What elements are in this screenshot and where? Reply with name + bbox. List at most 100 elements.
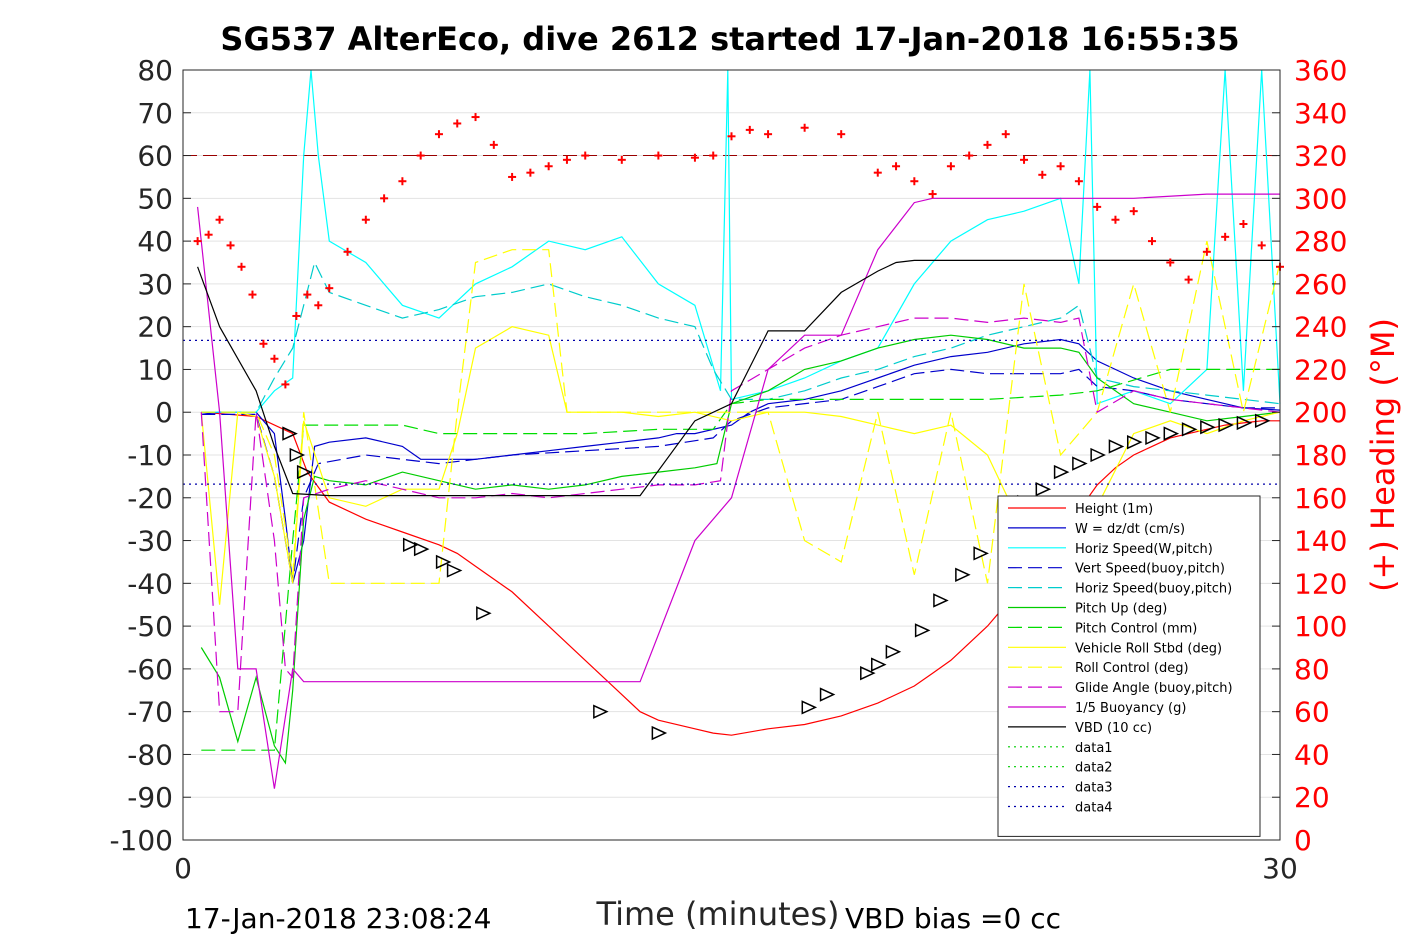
right-tick-label: 140: [1294, 525, 1347, 558]
heading-marker: [343, 247, 352, 256]
right-tick-label: 200: [1294, 396, 1347, 429]
right-tick-label: 260: [1294, 268, 1347, 301]
right-tick-label: 40: [1294, 738, 1330, 771]
depth-marker: [860, 665, 876, 681]
heading-marker: [1184, 275, 1193, 284]
heading-marker: [617, 155, 626, 164]
legend-label: W = dz/dt (cm/s): [1075, 522, 1185, 537]
heading-marker: [453, 119, 462, 128]
heading-marker: [237, 262, 246, 271]
y-tick-label: 10: [137, 353, 173, 386]
heading-marker: [764, 130, 773, 139]
depth-marker: [973, 546, 989, 561]
series-line-2: [201, 69, 1281, 413]
x-tick-label: 0: [174, 852, 192, 885]
heading-marker: [1257, 241, 1266, 250]
depth-marker: [651, 725, 668, 741]
legend-label: VBD (10 cc): [1075, 721, 1152, 736]
legend-label: Vert Speed(buoy,pitch): [1075, 562, 1225, 577]
x-tick-label: 30: [1262, 852, 1298, 885]
heading-marker: [544, 162, 553, 171]
footer-vbd-bias: VBD bias =0 cc: [845, 902, 1061, 935]
y-tick-label: -50: [127, 610, 173, 643]
y-tick-label: -20: [127, 482, 173, 515]
heading-marker: [1056, 162, 1065, 171]
legend-label: Glide Angle (buoy,pitch): [1075, 681, 1233, 696]
legend-label: data2: [1075, 761, 1113, 776]
heading-marker: [292, 311, 301, 320]
y-tick-label: 40: [137, 225, 173, 258]
depth-marker: [289, 447, 306, 463]
heading-marker: [654, 151, 663, 160]
right-tick-label: 160: [1294, 482, 1347, 515]
heading-marker: [526, 168, 535, 177]
depth-marker: [801, 700, 818, 715]
depth-marker: [1163, 426, 1180, 441]
y-tick-label: 0: [155, 396, 173, 429]
depth-marker: [1072, 456, 1088, 471]
right-tick-label: 240: [1294, 311, 1347, 344]
heading-marker: [193, 237, 202, 246]
right-tick-label: 360: [1294, 54, 1347, 87]
y-tick-label: -10: [127, 439, 173, 472]
heading-marker: [837, 130, 846, 139]
right-axis-label: (+) Heading (°M): [1364, 318, 1402, 592]
left-axis: 80 70 60 50 40 30 20 10 0 -10 -20 -30 -40 -50 -60 -70 -8…: [109, 54, 191, 857]
depth-marker: [1236, 415, 1253, 431]
right-axis: 3603403203002802602402202001801601401201…: [1272, 54, 1347, 857]
y-tick-label: -90: [127, 781, 173, 814]
series-line-5: [200, 334, 1281, 765]
depth-marker: [955, 567, 971, 582]
y-tick-label: 80: [137, 54, 173, 87]
depth-marker: [914, 623, 931, 638]
heading-marker: [873, 168, 882, 177]
depth-marker: [296, 464, 313, 480]
y-tick-label: 50: [137, 182, 173, 215]
legend-box: [997, 495, 1261, 837]
depth-marker: [1254, 413, 1271, 428]
legend-label: data3: [1075, 781, 1113, 796]
heading-marker: [946, 162, 955, 171]
chart-title: SG537 AlterEco, dive 2612 started 17-Jan…: [220, 20, 1239, 58]
heading-marker: [204, 230, 213, 239]
right-tick-label: 60: [1294, 696, 1330, 729]
heading-marker: [1148, 237, 1157, 246]
heading-marker: [248, 290, 257, 299]
heading-marker: [562, 155, 571, 164]
heading-marker: [489, 140, 498, 149]
heading-marker: [800, 123, 809, 132]
x-axis-label: Time (minutes): [596, 895, 840, 933]
right-tick-label: 80: [1294, 653, 1330, 686]
legend-label: Height (1m): [1075, 502, 1153, 517]
depth-marker: [819, 687, 836, 702]
footer-timestamp: 17-Jan-2018 23:08:24: [185, 902, 491, 935]
depth-marker: [1200, 420, 1216, 435]
y-tick-label: 20: [137, 311, 173, 344]
heading-marker: [380, 194, 389, 203]
heading-marker: [259, 339, 268, 348]
depth-marker: [476, 606, 492, 621]
legend-label: data4: [1075, 801, 1113, 816]
x-axis: 0 30: [174, 832, 1298, 885]
heading-marker: [1074, 177, 1083, 186]
heading-marker: [1093, 202, 1102, 211]
heading-marker: [303, 290, 312, 299]
series-line-9: [200, 317, 1281, 713]
series-line-10: [197, 193, 1280, 789]
legend-label: 1/5 Buoyancy (g): [1075, 701, 1186, 716]
series-line-1: [201, 338, 1281, 584]
right-tick-label: 300: [1294, 182, 1347, 215]
heading-marker: [928, 190, 937, 199]
legend-label: Pitch Up (deg): [1075, 602, 1167, 617]
y-tick-label: -80: [127, 738, 173, 771]
depth-marker: [1090, 447, 1106, 463]
heading-marker: [398, 177, 407, 186]
depth-marker: [593, 704, 609, 719]
legend-label: Pitch Control (mm): [1075, 621, 1197, 636]
depth-marker: [1108, 439, 1125, 454]
series-line-4: [201, 260, 1281, 413]
heading-marker: [361, 215, 370, 224]
depth-marker: [1126, 434, 1143, 450]
depth-marker: [1145, 430, 1161, 446]
